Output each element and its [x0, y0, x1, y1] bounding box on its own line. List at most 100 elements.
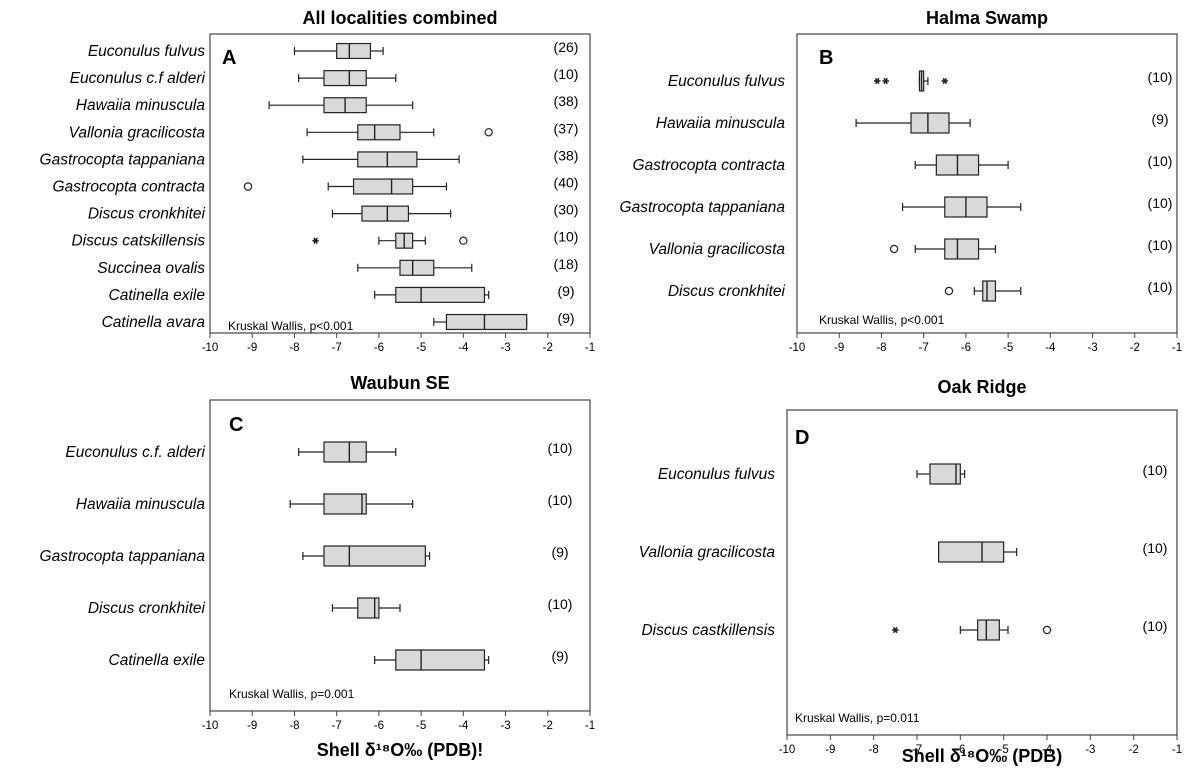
panel-a-row-8-extreme-1 — [312, 237, 319, 244]
panel-d-row-3-n: (10) — [1143, 618, 1168, 634]
panel-a-row-8-label: Discus catskillensis — [71, 233, 205, 250]
panel-a-row-4-box — [357, 124, 401, 141]
panel-c-row-3-label: Gastrocopta tappaniana — [40, 548, 206, 565]
panel-d-xlabel: Shell δ¹⁸O‰ (PDB) — [902, 746, 1062, 766]
x-tick-label-d-8: -8 — [869, 744, 879, 756]
panel-a-row-10-n: (9) — [557, 283, 574, 299]
panel-a-row-9-box — [399, 259, 435, 276]
panel-b-row-4-n: (10) — [1148, 195, 1173, 211]
panel-a-row-4-label: Vallonia gracilicosta — [69, 124, 206, 141]
x-tick-label-c-4: -4 — [458, 720, 469, 732]
panel-a-row-6-outlier-1 — [243, 182, 253, 191]
x-tick-label-b-8: -8 — [876, 342, 886, 354]
x-tick-label-b-2: -2 — [1130, 342, 1140, 354]
panel-a-row-1-n: (26) — [554, 39, 579, 55]
x-tick-label-a-9: -9 — [247, 342, 257, 354]
x-tick-label-a-7: -7 — [332, 342, 342, 354]
panel-a-row-8-n: (10) — [554, 229, 579, 245]
panel-c-xlabel: Shell δ¹⁸O‰ (PDB)! — [317, 740, 483, 760]
x-tick-label-a-2: -2 — [543, 342, 553, 354]
panel-b-row-6-label: Discus cronkhitei — [668, 283, 786, 300]
panel-a-stat-text: Kruskal Wallis, p<0.001 — [228, 319, 354, 333]
panel-a-row-4-outlier-1 — [484, 128, 493, 137]
panel-b-frame — [796, 33, 1178, 334]
panel-b-row-2-n: (9) — [1151, 111, 1168, 127]
panel-b-row-5-label: Vallonia gracilicosta — [649, 241, 786, 258]
panel-a-row-3-label: Hawaiia minuscula — [76, 97, 206, 114]
panel-b-row-5-outlier-1 — [889, 244, 899, 254]
panel-b-row-3-label: Gastrocopta contracta — [633, 157, 786, 174]
panel-b-row-2-box — [910, 112, 950, 134]
panel-d-row-1-n: (10) — [1143, 462, 1168, 478]
panel-b-row-6-outlier-1 — [944, 286, 954, 296]
x-tick-label-c-2: -2 — [543, 720, 553, 732]
panel-a-row-10-label: Catinella exile — [109, 287, 206, 304]
panel-d-frame — [786, 409, 1178, 736]
panel-d-letter: D — [795, 427, 809, 449]
x-tick-label-b-6: -6 — [961, 342, 971, 354]
x-tick-label-a-6: -6 — [374, 342, 384, 354]
x-tick-label-d-5: -5 — [999, 744, 1009, 756]
panel-b-row-3-n: (10) — [1148, 153, 1173, 169]
x-tick-label-b-3: -3 — [1087, 342, 1097, 354]
panel-b-row-2-label: Hawaiia minuscula — [656, 115, 786, 132]
panel-c-row-2-box — [323, 493, 367, 515]
panel-a-row-9-n: (18) — [554, 256, 579, 272]
panel-c-row-4-n: (10) — [548, 596, 573, 612]
x-tick-label-a-4: -4 — [458, 342, 469, 354]
x-tick-label-d-7: -7 — [912, 744, 922, 756]
panel-d-row-3-label: Discus castkillensis — [641, 622, 775, 639]
panel-c-row-4-label: Discus cronkhitei — [88, 600, 206, 617]
panel-c-row-5-box — [395, 649, 486, 671]
x-tick-label-a-1: -1 — [585, 342, 595, 354]
panel-a-frame — [209, 33, 591, 334]
panel-c-stat-text: Kruskal Wallis, p=0.001 — [229, 687, 355, 701]
panel-c-row-4-box — [357, 597, 380, 619]
x-tick-label-b-9: -9 — [834, 342, 844, 354]
panel-a-row-3-n: (38) — [554, 93, 579, 109]
panel-b-row-1-label: Euconulus fulvus — [668, 73, 785, 90]
panel-a-row-6-box — [352, 178, 414, 195]
x-tick-label-c-3: -3 — [500, 720, 510, 732]
panel-b-stat-text: Kruskal Wallis, p<0.001 — [819, 313, 945, 327]
x-tick-label-c-10: -10 — [202, 720, 219, 732]
panel-d-stat-text: Kruskal Wallis, p=0.011 — [795, 711, 920, 725]
x-tick-label-b-4: -4 — [1045, 342, 1056, 354]
panel-b-letter: B — [819, 47, 833, 69]
panel-a-row-2-box — [323, 70, 367, 87]
panel-b-row-6-n: (10) — [1148, 279, 1173, 295]
panel-a-row-7-box — [361, 205, 410, 222]
panel-b-row-6-box — [982, 280, 997, 302]
panel-b-row-1-extreme-3 — [941, 77, 948, 85]
x-tick-label-d-6: -6 — [955, 744, 965, 756]
x-tick-label-a-3: -3 — [500, 342, 510, 354]
x-tick-label-b-1: -1 — [1172, 342, 1182, 354]
x-tick-label-c-8: -8 — [289, 720, 299, 732]
panel-b-row-1-extreme-2 — [882, 77, 889, 85]
panel-b-row-5-n: (10) — [1148, 237, 1173, 253]
panel-a-row-11-label: Catinella avara — [102, 314, 206, 331]
panel-c-row-2-label: Hawaiia minuscula — [76, 496, 206, 513]
panel-a-row-5-label: Gastrocopta tappaniana — [40, 151, 206, 168]
panel-a-row-10-box — [395, 286, 486, 303]
panel-d-title: Oak Ridge — [937, 377, 1026, 397]
panel-a-row-8-outlier-1 — [459, 236, 468, 245]
panel-d-row-1-box — [929, 463, 961, 485]
panel-a-letter: A — [222, 47, 236, 69]
x-tick-label-a-8: -8 — [289, 342, 299, 354]
panel-c-row-1-label: Euconulus c.f. alderi — [65, 444, 205, 461]
panel-b-title: Halma Swamp — [926, 8, 1048, 28]
panel-a-row-1-label: Euconulus fulvus — [88, 43, 205, 60]
panel-a-row-11-box — [445, 313, 528, 331]
panel-b-row-1-extreme-1 — [874, 77, 881, 85]
panel-a-title: All localities combined — [302, 8, 497, 28]
x-tick-label-d-3: -3 — [1085, 744, 1095, 756]
panel-a-row-7-label: Discus cronkhitei — [88, 206, 206, 223]
x-tick-label-d-1: -1 — [1172, 744, 1182, 756]
panel-c-row-5-n: (9) — [551, 648, 568, 664]
x-tick-label-d-2: -2 — [1129, 744, 1139, 756]
x-tick-label-a-10: -10 — [202, 342, 219, 354]
panel-c-row-1-box — [323, 441, 367, 463]
